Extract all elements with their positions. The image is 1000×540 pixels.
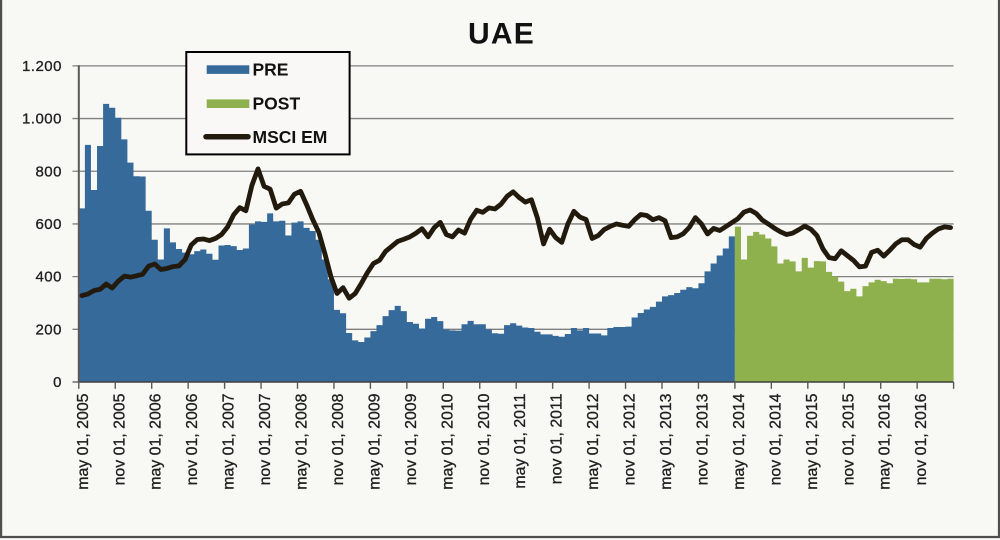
svg-text:may 01, 2005: may 01, 2005: [75, 393, 92, 489]
svg-text:may 01, 2016: may 01, 2016: [877, 393, 894, 489]
svg-text:1.000: 1.000: [22, 111, 62, 128]
svg-text:POST: POST: [253, 94, 301, 114]
svg-text:0: 0: [53, 374, 62, 391]
svg-text:may 01, 2014: may 01, 2014: [731, 393, 748, 489]
svg-text:UAE: UAE: [468, 18, 535, 51]
svg-text:nov 01, 2006: nov 01, 2006: [184, 393, 201, 485]
svg-text:400: 400: [35, 269, 62, 286]
svg-text:1.200: 1.200: [22, 58, 62, 75]
svg-text:may 01, 2011: may 01, 2011: [512, 393, 529, 488]
svg-text:may 01, 2006: may 01, 2006: [148, 393, 165, 489]
svg-text:800: 800: [35, 163, 62, 180]
svg-text:600: 600: [35, 216, 62, 233]
svg-text:may 01, 2007: may 01, 2007: [221, 393, 238, 489]
svg-text:nov 01, 2013: nov 01, 2013: [694, 393, 711, 485]
svg-text:nov 01, 2007: nov 01, 2007: [257, 393, 274, 485]
svg-text:may 01, 2012: may 01, 2012: [585, 393, 602, 489]
svg-text:200: 200: [35, 321, 62, 338]
svg-text:may 01, 2009: may 01, 2009: [366, 393, 383, 489]
svg-text:MSCI EM: MSCI EM: [253, 127, 328, 147]
svg-text:may 01, 2013: may 01, 2013: [658, 393, 675, 489]
svg-text:nov 01, 2012: nov 01, 2012: [622, 393, 639, 485]
svg-text:nov 01, 2011: nov 01, 2011: [549, 393, 566, 484]
svg-text:may 01, 2010: may 01, 2010: [439, 393, 456, 489]
svg-text:nov 01, 2015: nov 01, 2015: [840, 393, 857, 485]
svg-text:nov 01, 2010: nov 01, 2010: [476, 393, 493, 485]
svg-text:PRE: PRE: [253, 60, 289, 80]
svg-text:nov 01, 2005: nov 01, 2005: [111, 393, 128, 485]
svg-text:may 01, 2008: may 01, 2008: [294, 393, 311, 489]
svg-text:nov 01, 2008: nov 01, 2008: [330, 393, 347, 485]
svg-text:nov 01, 2014: nov 01, 2014: [767, 393, 784, 485]
svg-text:nov 01, 2016: nov 01, 2016: [913, 393, 930, 485]
svg-text:nov 01, 2009: nov 01, 2009: [403, 393, 420, 485]
svg-text:may 01, 2015: may 01, 2015: [804, 393, 821, 489]
